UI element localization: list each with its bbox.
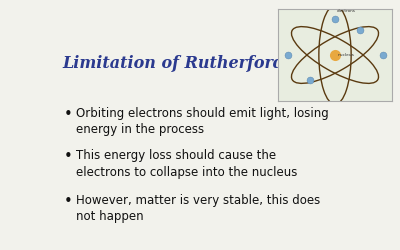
Text: •: •	[64, 149, 73, 164]
Text: nucleus: nucleus	[338, 53, 355, 57]
Text: Orbiting electrons should emit light, losing
energy in the process: Orbiting electrons should emit light, lo…	[76, 107, 329, 136]
Text: •: •	[64, 107, 73, 122]
Text: Limitation of Rutherford Model: Limitation of Rutherford Model	[62, 55, 346, 72]
Text: electrons: electrons	[337, 9, 356, 13]
Text: This energy loss should cause the
electrons to collapse into the nucleus: This energy loss should cause the electr…	[76, 149, 298, 179]
Text: •: •	[64, 194, 73, 208]
Text: However, matter is very stable, this does
not happen: However, matter is very stable, this doe…	[76, 194, 321, 223]
